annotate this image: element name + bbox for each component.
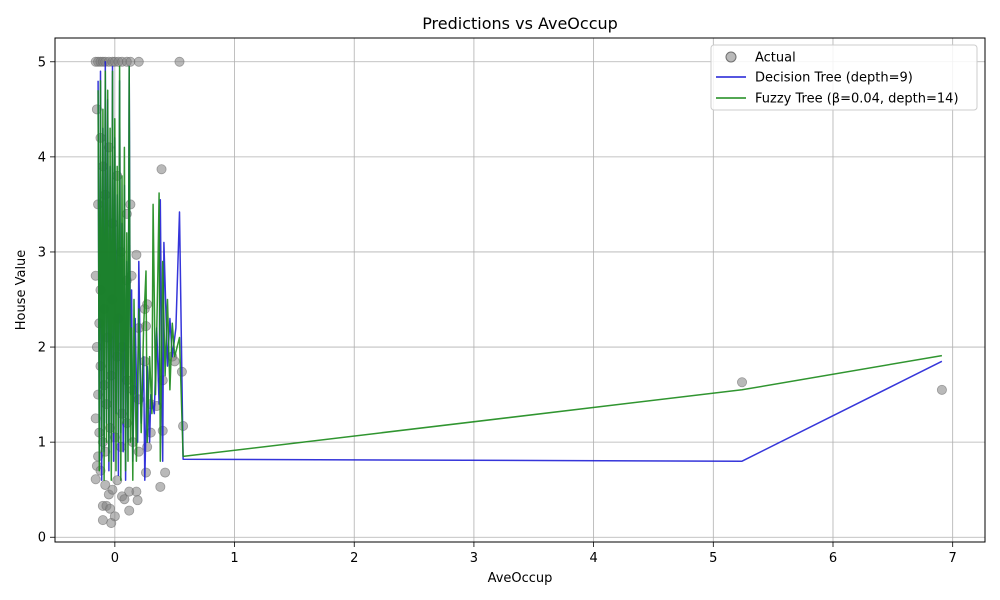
actual-point <box>131 249 142 260</box>
legend-label-fuzzy: Fuzzy Tree (β=0.04, depth=14) <box>755 92 959 107</box>
actual-point <box>156 164 167 175</box>
actual-point <box>93 451 104 462</box>
actual-point <box>936 384 947 395</box>
actual-point <box>132 495 143 506</box>
actual-point <box>105 503 116 514</box>
x-tick-label: 4 <box>589 551 597 566</box>
actual-point <box>91 104 102 115</box>
actual-point <box>100 479 111 490</box>
actual-point <box>174 56 185 67</box>
legend-label-tree: Decision Tree (depth=9) <box>755 71 913 86</box>
y-tick-label: 4 <box>38 150 46 165</box>
actual-point <box>97 515 108 526</box>
y-tick-label: 0 <box>38 531 46 546</box>
x-tick-label: 6 <box>829 551 837 566</box>
actual-point <box>100 446 111 457</box>
legend-marker-actual <box>725 51 737 63</box>
axis-ticks: 0 1 2 3 4 5 6 7 0 1 2 3 4 5 <box>38 55 957 566</box>
actual-point <box>90 413 101 424</box>
grid <box>55 38 985 542</box>
actual-point <box>737 377 748 388</box>
actual-point <box>109 432 120 443</box>
x-tick-label: 3 <box>470 551 478 566</box>
actual-point <box>155 481 166 492</box>
actual-point <box>133 56 144 67</box>
y-tick-label: 2 <box>38 341 46 356</box>
fuzzy-tree-line <box>97 65 943 481</box>
x-tick-label: 2 <box>350 551 358 566</box>
axes-frame <box>54 37 986 543</box>
chart-title: Predictions vs AveOccup <box>422 14 618 33</box>
actual-point <box>95 465 106 476</box>
plot-area <box>90 56 947 528</box>
actual-point <box>90 474 101 485</box>
actual-point <box>121 418 132 429</box>
y-tick-label: 5 <box>38 55 46 70</box>
actual-point <box>119 494 130 505</box>
actual-point <box>139 356 150 367</box>
actual-point <box>124 505 135 516</box>
actual-point <box>105 422 116 433</box>
y-tick-label: 3 <box>38 245 46 260</box>
actual-point <box>106 517 117 528</box>
x-tick-label: 7 <box>949 551 957 566</box>
legend-label-actual: Actual <box>755 51 796 66</box>
y-tick-label: 1 <box>38 436 46 451</box>
actual-point <box>131 486 142 497</box>
actual-point <box>160 467 171 478</box>
x-tick-label: 0 <box>111 551 119 566</box>
x-tick-label: 5 <box>709 551 717 566</box>
x-tick-label: 1 <box>230 551 238 566</box>
legend: Actual Decision Tree (depth=9) Fuzzy Tre… <box>710 44 978 111</box>
actual-point <box>97 437 108 448</box>
y-axis-label: House Value <box>14 250 29 331</box>
actual-point <box>107 484 118 495</box>
legend-box <box>710 44 978 111</box>
actual-point <box>112 475 123 486</box>
actual-point <box>125 56 136 67</box>
x-axis-label: AveOccup <box>488 571 553 586</box>
actual-point <box>140 467 151 478</box>
